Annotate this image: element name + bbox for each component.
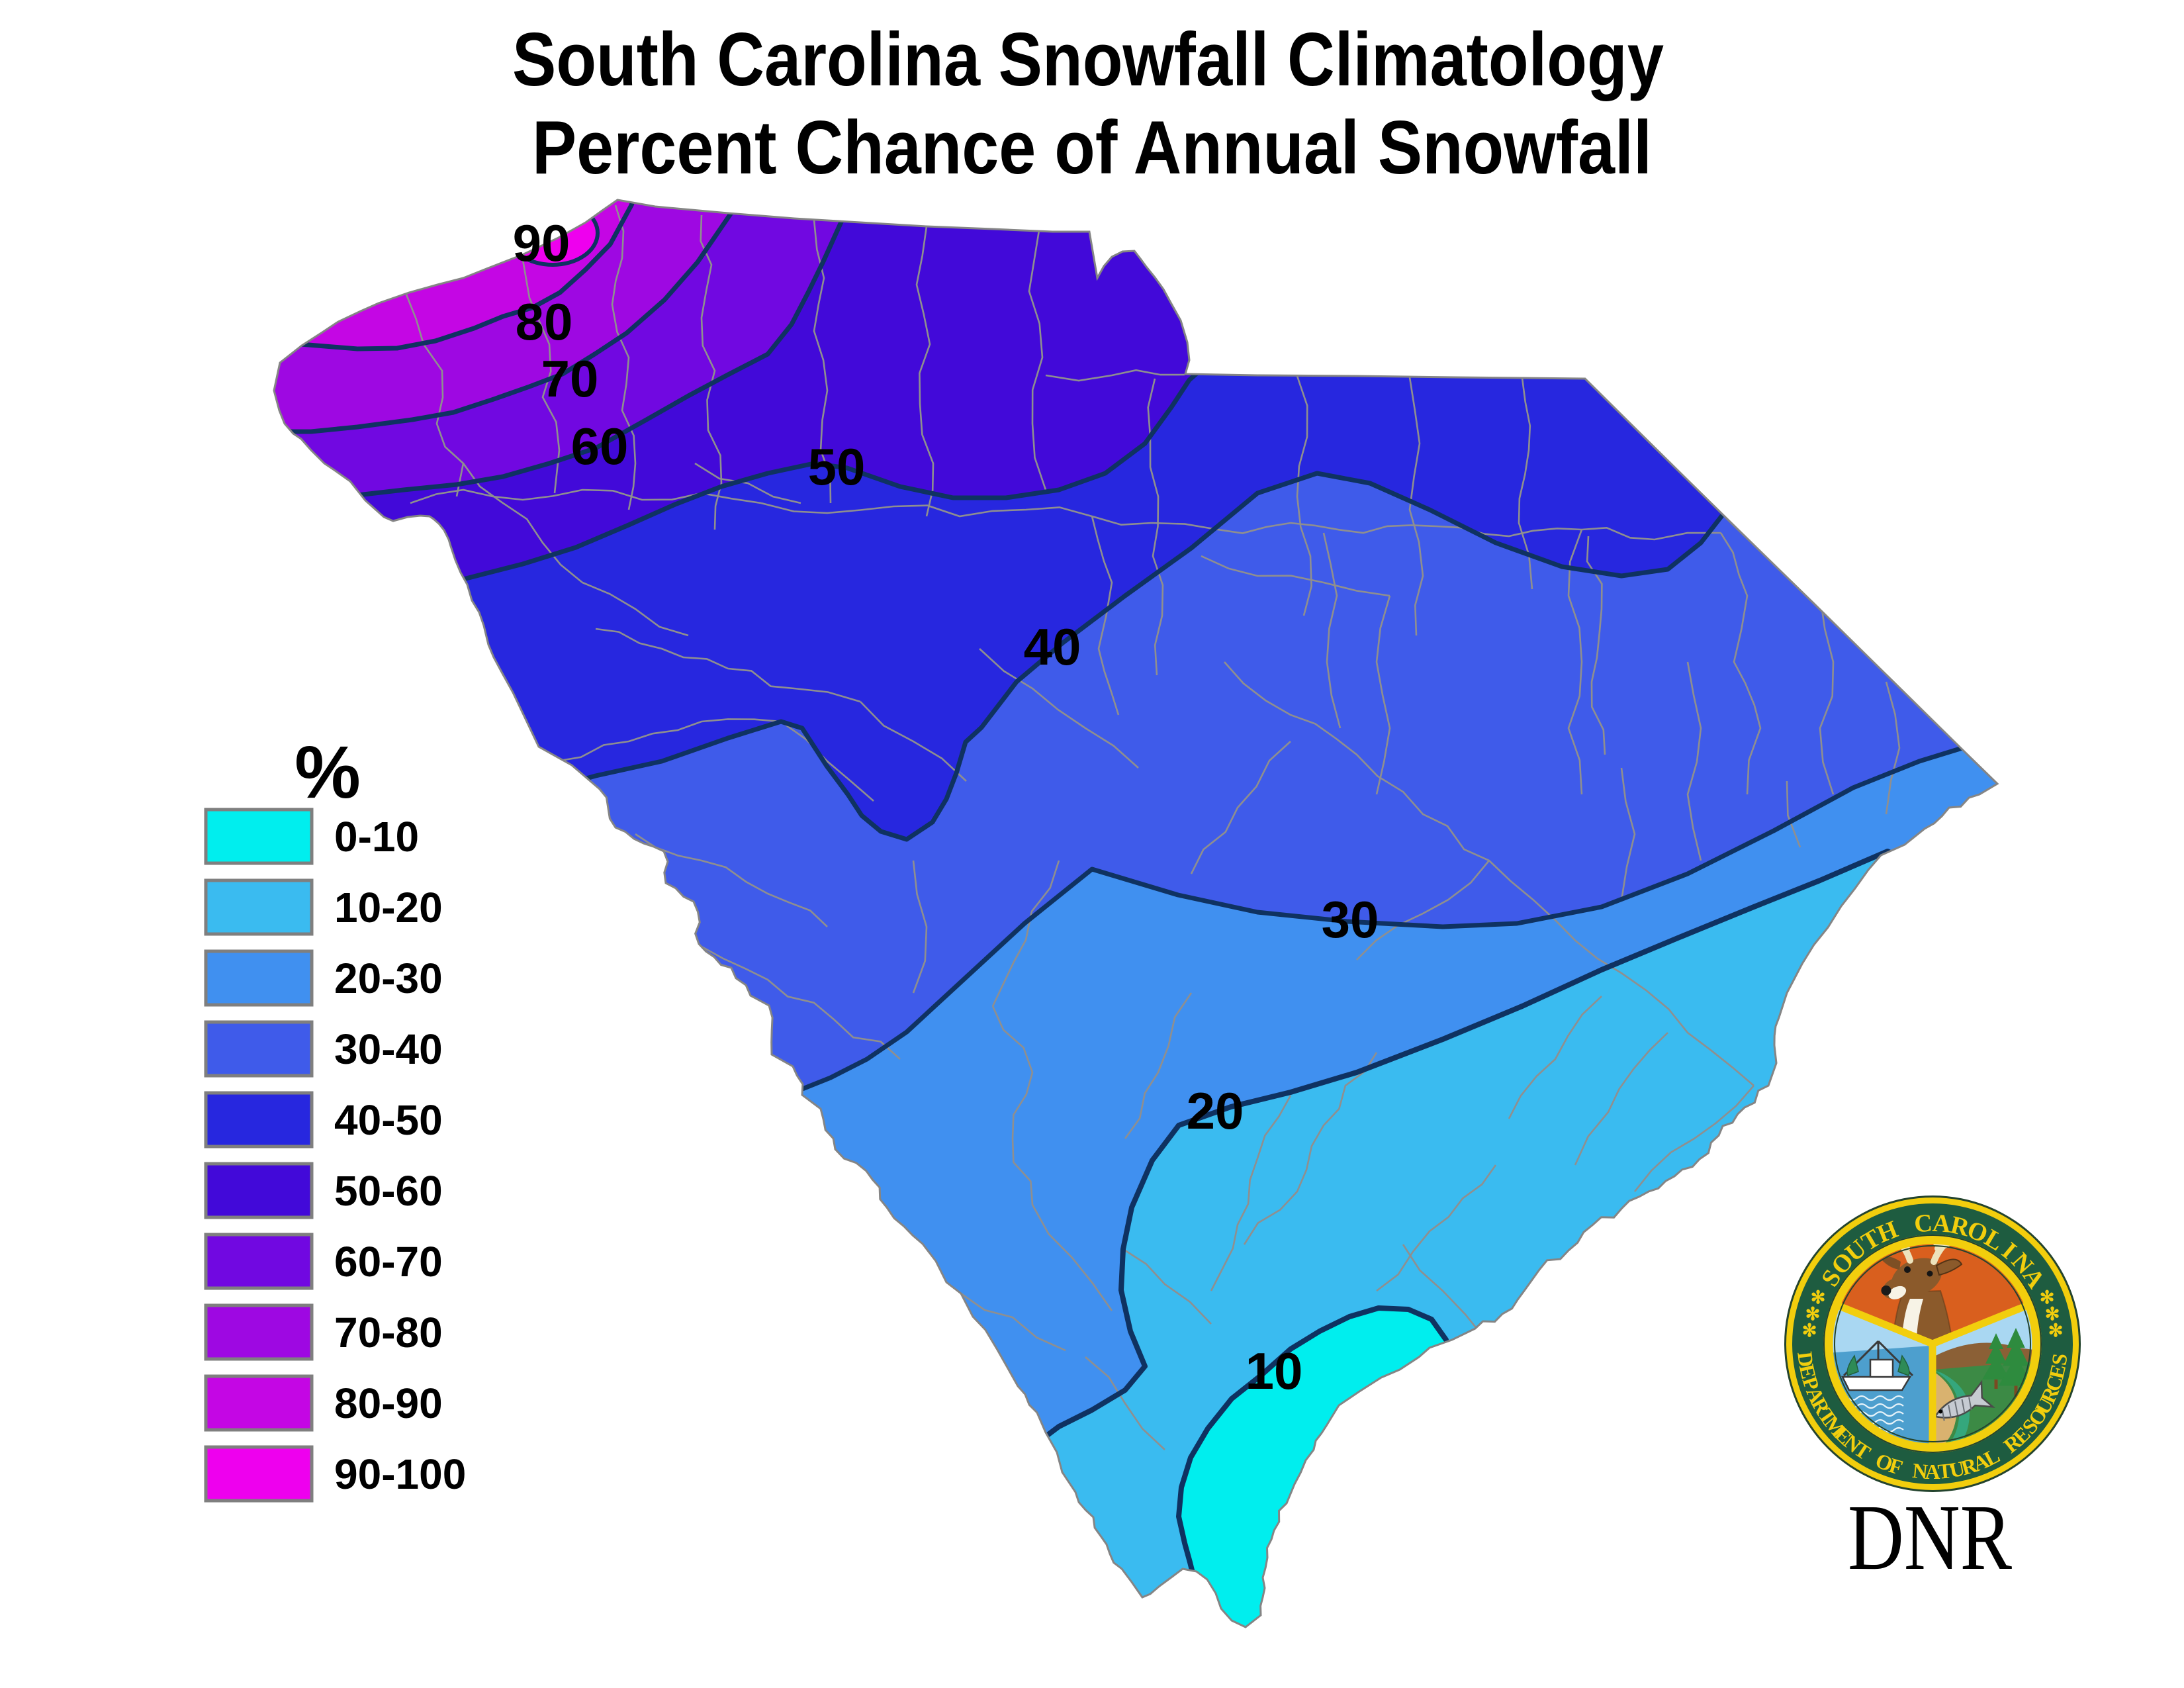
svg-text:%: % bbox=[295, 731, 361, 814]
svg-text:✻: ✻ bbox=[2045, 1304, 2060, 1324]
svg-text:✻: ✻ bbox=[1811, 1288, 1826, 1307]
svg-text:60: 60 bbox=[571, 417, 629, 475]
svg-text:C: C bbox=[1913, 1209, 1934, 1239]
svg-text:30-40: 30-40 bbox=[334, 1025, 443, 1073]
svg-text:10-20: 10-20 bbox=[334, 884, 443, 931]
svg-text:✻: ✻ bbox=[2048, 1321, 2064, 1340]
svg-text:Percent Chance of Annual Snowf: Percent Chance of Annual Snowfall bbox=[532, 106, 1652, 190]
svg-text:10: 10 bbox=[1246, 1342, 1303, 1400]
svg-text:70: 70 bbox=[541, 350, 599, 408]
svg-text:DNR: DNR bbox=[1848, 1485, 2012, 1589]
svg-text:✻: ✻ bbox=[1805, 1304, 1821, 1324]
svg-text:S: S bbox=[2047, 1352, 2072, 1367]
svg-text:50-60: 50-60 bbox=[334, 1167, 443, 1215]
svg-text:90: 90 bbox=[513, 214, 570, 272]
svg-text:90-100: 90-100 bbox=[334, 1450, 466, 1498]
svg-text:50: 50 bbox=[808, 438, 866, 496]
svg-text:40-50: 40-50 bbox=[334, 1096, 443, 1144]
svg-text:N: N bbox=[1911, 1458, 1929, 1483]
svg-text:20-30: 20-30 bbox=[334, 955, 443, 1002]
svg-text:A: A bbox=[1932, 1209, 1952, 1239]
svg-text:80: 80 bbox=[516, 293, 573, 351]
svg-text:South Carolina Snowfall Climat: South Carolina Snowfall Climatology bbox=[512, 18, 1664, 102]
svg-text:20: 20 bbox=[1187, 1082, 1244, 1140]
svg-text:A: A bbox=[1925, 1460, 1940, 1483]
svg-text:80-90: 80-90 bbox=[334, 1380, 443, 1427]
svg-text:0-10: 0-10 bbox=[334, 813, 419, 861]
svg-text:T: T bbox=[1936, 1458, 1953, 1483]
svg-text:D: D bbox=[1793, 1350, 1819, 1368]
svg-text:70-80: 70-80 bbox=[334, 1309, 443, 1356]
svg-text:✻: ✻ bbox=[2040, 1288, 2055, 1307]
svg-text:40: 40 bbox=[1024, 618, 1081, 676]
svg-text:60-70: 60-70 bbox=[334, 1238, 443, 1286]
svg-text:✻: ✻ bbox=[1802, 1321, 1817, 1340]
svg-text:30: 30 bbox=[1322, 890, 1379, 949]
